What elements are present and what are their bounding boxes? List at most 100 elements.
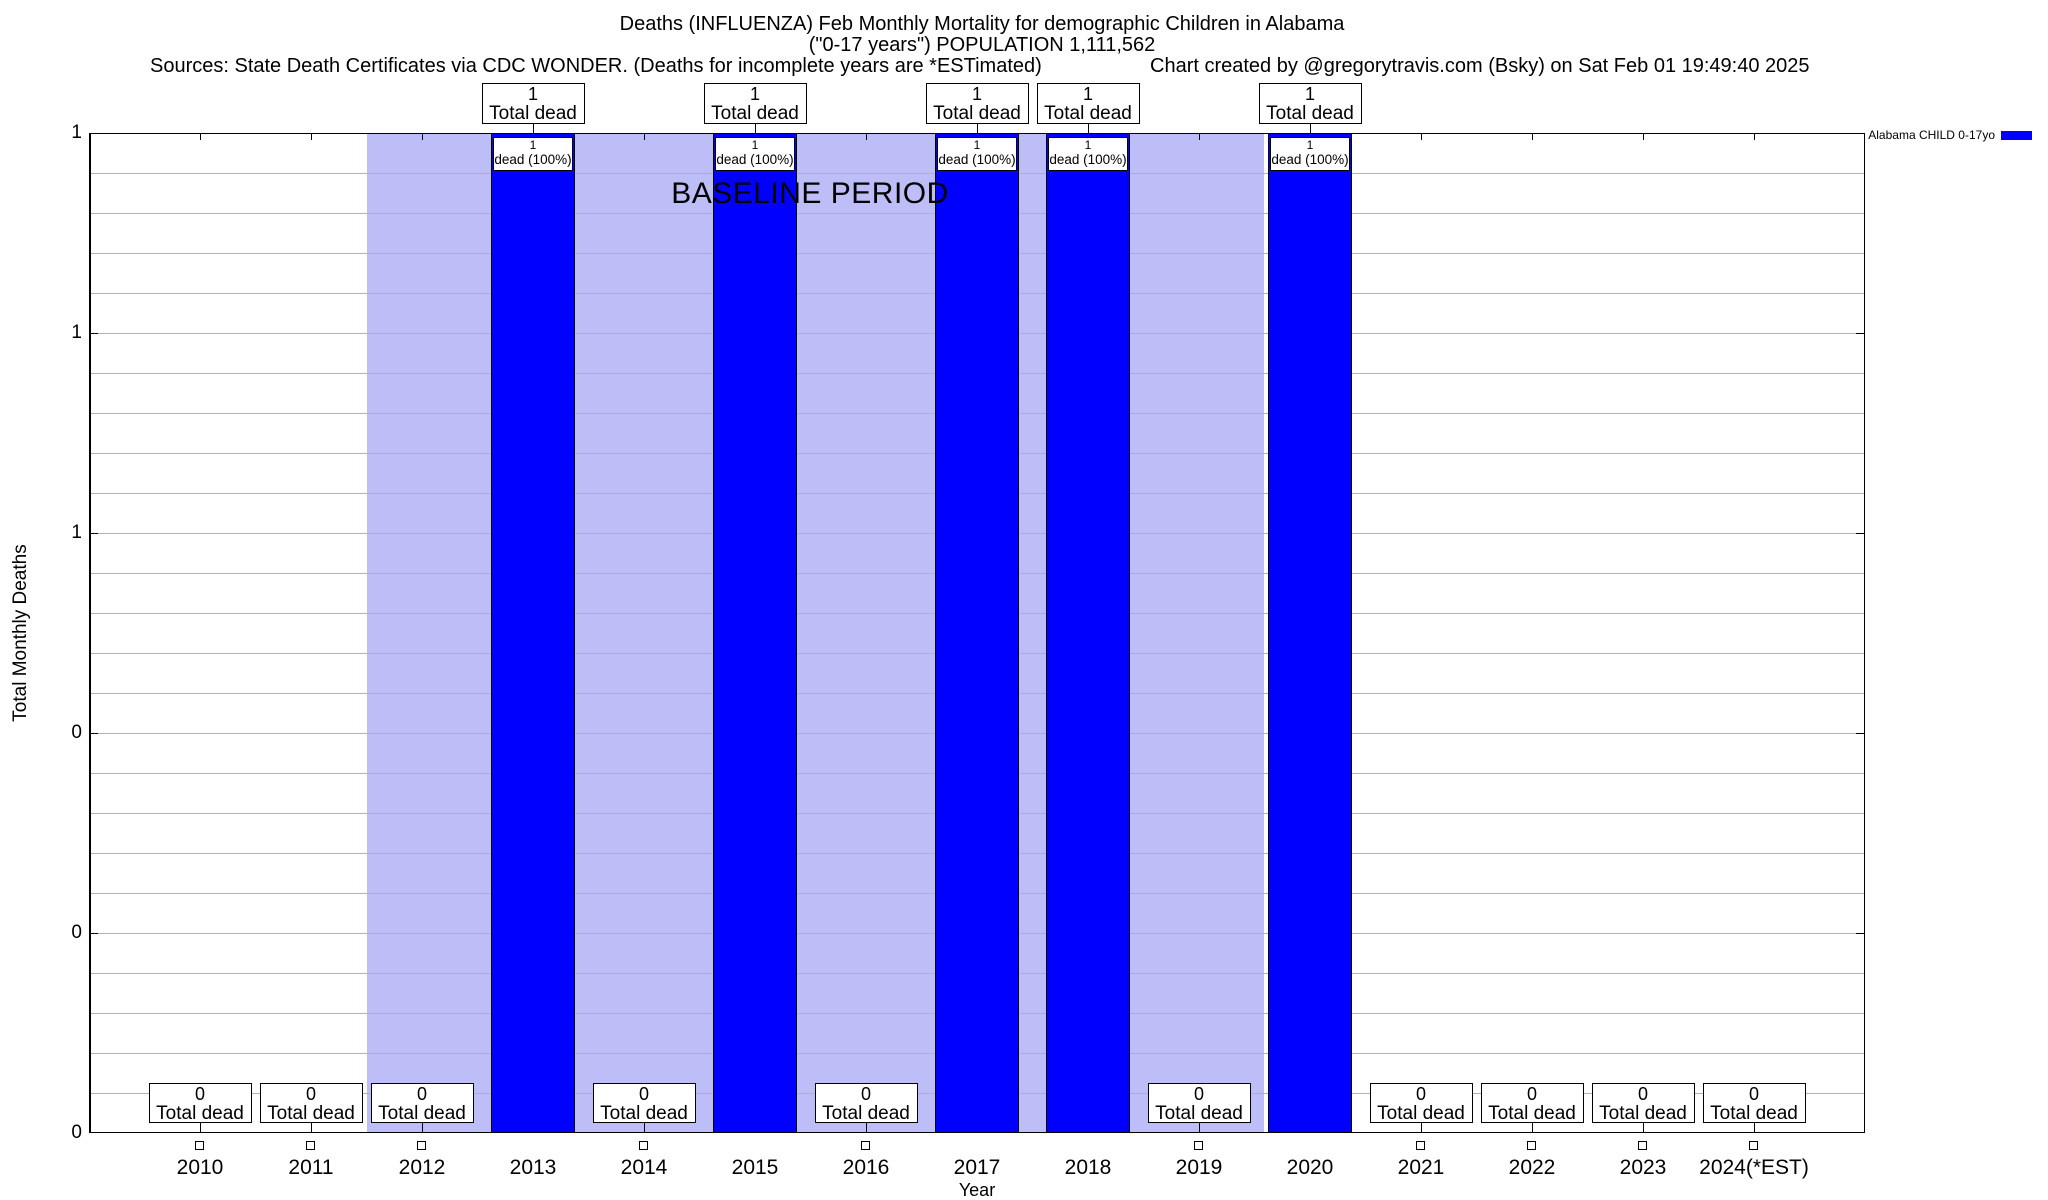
x-tick-label-2012: 2012 — [398, 1156, 446, 1179]
bar-top-label-2020: 1 Total dead — [1258, 83, 1362, 124]
bar-top-label-text: Total dead — [1044, 103, 1132, 124]
y-axis-tick-right — [1856, 733, 1865, 734]
x-axis-tick-top — [199, 133, 201, 140]
zero-marker-2012 — [417, 1141, 426, 1150]
x-tick-label-2019: 2019 — [1175, 1156, 1223, 1179]
credit-note: Chart created by @gregorytravis.com (Bsk… — [1150, 55, 1810, 77]
bar-top-label-stem-2015 — [754, 124, 756, 133]
zero-label-stem-2022 — [1531, 1123, 1533, 1133]
bar-top-label-text: Total dead — [933, 103, 1021, 124]
x-axis-tick-top — [1753, 133, 1755, 140]
bar-inner-label-value: 1 — [973, 138, 981, 152]
zero-label-value: 0 — [1748, 1084, 1759, 1104]
bar-top-label-2015: 1 Total dead — [703, 83, 807, 124]
bar-top-label-value: 1 — [971, 84, 982, 104]
zero-label-value: 0 — [1193, 1084, 1204, 1104]
bar-inner-label-text: dead (100%) — [716, 152, 794, 167]
y-tick-label: 0 — [71, 1122, 82, 1143]
zero-label-value: 0 — [305, 1084, 316, 1104]
plot-border — [89, 133, 1865, 1133]
bar-top-label-stem-2017 — [976, 124, 978, 133]
zero-label-2023: 0 Total dead — [1591, 1083, 1695, 1124]
zero-label-value: 0 — [416, 1084, 427, 1104]
y-tick-label: 0 — [71, 922, 82, 943]
x-tick-label-2017: 2017 — [953, 1156, 1001, 1179]
zero-marker-2014 — [639, 1141, 648, 1150]
zero-label-2016: 0 Total dead — [814, 1083, 918, 1123]
y-tick-label: 1 — [71, 322, 82, 343]
bar-inner-label-2017: 1 dead (100%) — [937, 137, 1017, 171]
x-axis-tick-top — [643, 133, 645, 140]
bar-top-label-value: 1 — [527, 84, 538, 104]
bar-inner-label-2020: 1 dead (100%) — [1270, 137, 1350, 171]
bar-top-label-2017: 1 Total dead — [925, 83, 1029, 124]
zero-label-stem-2011 — [310, 1123, 312, 1133]
y-axis-tick-left — [89, 733, 98, 734]
zero-label-value: 0 — [638, 1084, 649, 1104]
zero-label-value: 0 — [860, 1084, 871, 1104]
x-tick-label-2021: 2021 — [1397, 1156, 1445, 1179]
x-tick-label-2011: 2011 — [288, 1156, 334, 1179]
page-title: Deaths (INFLUENZA) Feb Monthly Mortality… — [619, 13, 1345, 35]
zero-marker-2016 — [861, 1141, 870, 1150]
x-axis-tick-top — [865, 133, 867, 140]
zero-label-stem-2010 — [199, 1123, 201, 1133]
zero-label-stem-2016 — [865, 1123, 867, 1133]
bar-top-label-value: 1 — [749, 84, 760, 104]
bar-2013 — [491, 133, 575, 1133]
bar-top-label-text: Total dead — [711, 103, 799, 124]
zero-label-text: Total dead — [156, 1103, 244, 1124]
zero-marker-2021 — [1416, 1141, 1425, 1150]
bar-2017 — [935, 133, 1019, 1133]
bar-inner-label-text: dead (100%) — [1271, 152, 1349, 167]
x-axis-tick-top — [1642, 133, 1644, 140]
legend-swatch — [2001, 131, 2032, 140]
zero-label-stem-2021 — [1420, 1123, 1422, 1133]
bar-inner-label-value: 1 — [1084, 138, 1092, 152]
bar-top-label-value: 1 — [1304, 84, 1315, 104]
zero-label-2022: 0 Total dead — [1480, 1083, 1584, 1123]
zero-label-stem-2019 — [1198, 1123, 1200, 1133]
bar-top-label-2013: 1 Total dead — [481, 83, 585, 124]
zero-label-text: Total dead — [1599, 1103, 1687, 1124]
zero-marker-2022 — [1527, 1141, 1536, 1150]
y-axis-tick-left — [89, 333, 98, 334]
x-tick-label-2013: 2013 — [509, 1156, 557, 1179]
bar-inner-label-2018: 1 dead (100%) — [1048, 137, 1128, 171]
zero-marker-2019 — [1194, 1141, 1203, 1150]
x-tick-label-2022: 2022 — [1508, 1156, 1556, 1179]
zero-label-text: Total dead — [1710, 1103, 1798, 1124]
bar-2015 — [713, 133, 797, 1133]
y-tick-label: 0 — [71, 722, 82, 743]
x-tick-label-2020: 2020 — [1286, 1156, 1334, 1179]
zero-label-2014: 0 Total dead — [592, 1083, 696, 1124]
y-axis-tick-right — [1856, 533, 1865, 534]
zero-label-2021: 0 Total dead — [1369, 1083, 1473, 1124]
x-tick-label-2023: 2023 — [1619, 1156, 1667, 1179]
sources-note: Sources: State Death Certificates via CD… — [150, 55, 1042, 77]
zero-label-stem-2023 — [1642, 1123, 1644, 1133]
zero-label-2019: 0 Total dead — [1147, 1083, 1251, 1123]
y-axis-tick-right — [1856, 933, 1865, 934]
legend-label: Alabama CHILD 0-17yo — [1868, 128, 1995, 142]
zero-label-value: 0 — [1526, 1084, 1537, 1104]
bar-top-label-stem-2020 — [1309, 124, 1311, 133]
x-tick-label-2015: 2015 — [731, 1156, 779, 1179]
x-axis-title: Year — [958, 1180, 996, 1200]
plot-area: 0 Total dead 0 Total dead 0 Total dead 1 dead (… — [89, 133, 1865, 1133]
x-axis-tick-top — [1531, 133, 1533, 140]
bar-top-label-stem-2013 — [532, 124, 534, 133]
y-tick-label: 1 — [71, 122, 82, 143]
bar-inner-label-value: 1 — [529, 138, 537, 152]
bar-inner-label-text: dead (100%) — [938, 152, 1016, 167]
zero-label-stem-2014 — [643, 1123, 645, 1133]
bar-top-label-2018: 1 Total dead — [1036, 83, 1140, 124]
zero-label-text: Total dead — [600, 1103, 688, 1124]
x-tick-label-2016: 2016 — [842, 1156, 890, 1179]
zero-marker-2010 — [195, 1141, 204, 1150]
bar-inner-label-2013: 1 dead (100%) — [493, 137, 573, 171]
zero-label-value: 0 — [194, 1084, 205, 1104]
y-axis-tick-right — [1856, 333, 1865, 334]
zero-label-text: Total dead — [1377, 1103, 1465, 1124]
